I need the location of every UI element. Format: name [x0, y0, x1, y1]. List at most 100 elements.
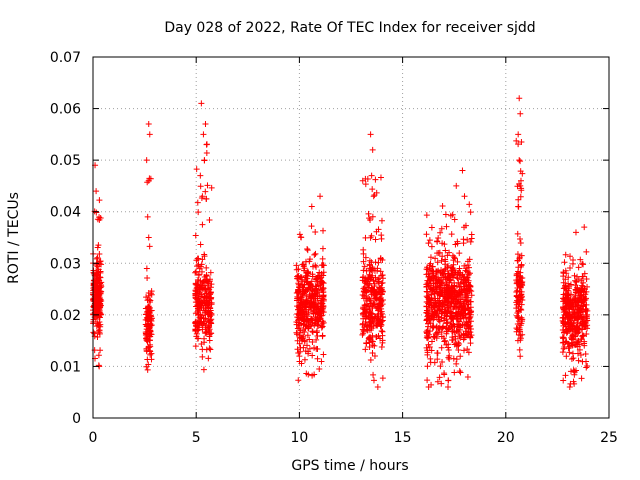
data-point: [460, 330, 467, 337]
data-point: [207, 284, 214, 291]
data-point: [579, 260, 586, 267]
data-point: [442, 256, 449, 263]
y-tick-label: 0.03: [50, 256, 81, 272]
data-point: [362, 279, 369, 286]
data-point: [375, 226, 382, 233]
data-point: [315, 306, 322, 313]
axis-ticks: 0 5 10 15 20 25 0 0.01 0.02 0.03 0.04 0.05 0.06 0.07: [50, 50, 618, 446]
data-point: [319, 261, 326, 268]
data-point: [293, 329, 300, 336]
data-point: [449, 211, 456, 218]
data-point: [360, 246, 367, 253]
data-point: [91, 296, 98, 303]
data-point: [432, 310, 439, 317]
data-point: [372, 176, 379, 183]
data-point: [453, 274, 460, 281]
data-point: [566, 306, 573, 313]
data-point: [517, 110, 524, 117]
data-point: [363, 280, 370, 287]
data-point: [435, 317, 442, 324]
data-point: [379, 313, 386, 320]
data-point: [566, 285, 573, 292]
data-point: [560, 279, 567, 286]
data-point: [443, 309, 450, 316]
data-point: [203, 329, 210, 336]
data-point: [375, 303, 382, 310]
data-point: [193, 257, 200, 264]
data-point: [308, 286, 315, 293]
x-tick-label: 5: [192, 430, 201, 446]
data-point: [441, 306, 448, 313]
data-point: [576, 294, 583, 301]
data-point: [517, 322, 524, 329]
data-point: [197, 241, 204, 248]
data-point: [583, 301, 590, 308]
data-point: [517, 158, 524, 165]
data-point: [464, 274, 471, 281]
data-point: [428, 243, 435, 250]
data-point: [369, 264, 376, 271]
data-point: [143, 265, 150, 272]
data-point: [315, 286, 322, 293]
data-point: [516, 95, 523, 102]
data-point: [425, 320, 432, 327]
data-point: [459, 167, 466, 174]
data-point: [465, 349, 472, 356]
data-point: [320, 227, 327, 234]
data-point: [311, 317, 318, 324]
data-point: [457, 369, 464, 376]
data-point: [373, 333, 380, 340]
data-point: [568, 356, 575, 363]
data-point: [460, 312, 467, 319]
data-point: [203, 141, 210, 148]
data-point: [199, 353, 206, 360]
data-point: [307, 315, 314, 322]
data-point: [428, 338, 435, 345]
data-point: [446, 356, 453, 363]
data-point: [98, 261, 105, 268]
data-point: [320, 303, 327, 310]
data-point: [378, 344, 385, 351]
data-point: [295, 377, 302, 384]
data-point: [563, 353, 570, 360]
data-point: [197, 293, 204, 300]
data-point: [192, 232, 199, 239]
data-point: [200, 131, 207, 138]
data-point: [147, 330, 154, 337]
data-point: [425, 331, 432, 338]
data-point: [442, 211, 449, 218]
data-point: [453, 356, 460, 363]
chart-title: Day 028 of 2022, Rate Of TEC Index for r…: [164, 20, 535, 36]
data-point: [457, 269, 464, 276]
data-point: [565, 280, 572, 287]
data-point: [193, 268, 200, 275]
data-point: [424, 335, 431, 342]
data-point: [374, 384, 381, 391]
data-point: [294, 275, 301, 282]
grid-lines: [93, 57, 609, 418]
data-point: [207, 346, 214, 353]
data-point: [575, 264, 582, 271]
data-point: [299, 302, 306, 309]
data-point: [518, 291, 525, 298]
data-point: [437, 270, 444, 277]
data-point: [143, 294, 150, 301]
data-point: [436, 249, 443, 256]
data-point: [466, 256, 473, 263]
data-point: [583, 275, 590, 282]
data-point: [461, 262, 468, 269]
data-point: [195, 209, 202, 216]
data-point: [293, 331, 300, 338]
data-point: [567, 253, 574, 260]
data-point: [441, 371, 448, 378]
data-point: [439, 253, 446, 260]
data-point: [208, 310, 215, 317]
data-point: [439, 279, 446, 286]
data-point: [566, 343, 573, 350]
data-point: [369, 272, 376, 279]
data-point: [192, 318, 199, 325]
data-point: [427, 286, 434, 293]
data-point: [434, 238, 441, 245]
data-point: [467, 334, 474, 341]
data-point: [568, 339, 575, 346]
